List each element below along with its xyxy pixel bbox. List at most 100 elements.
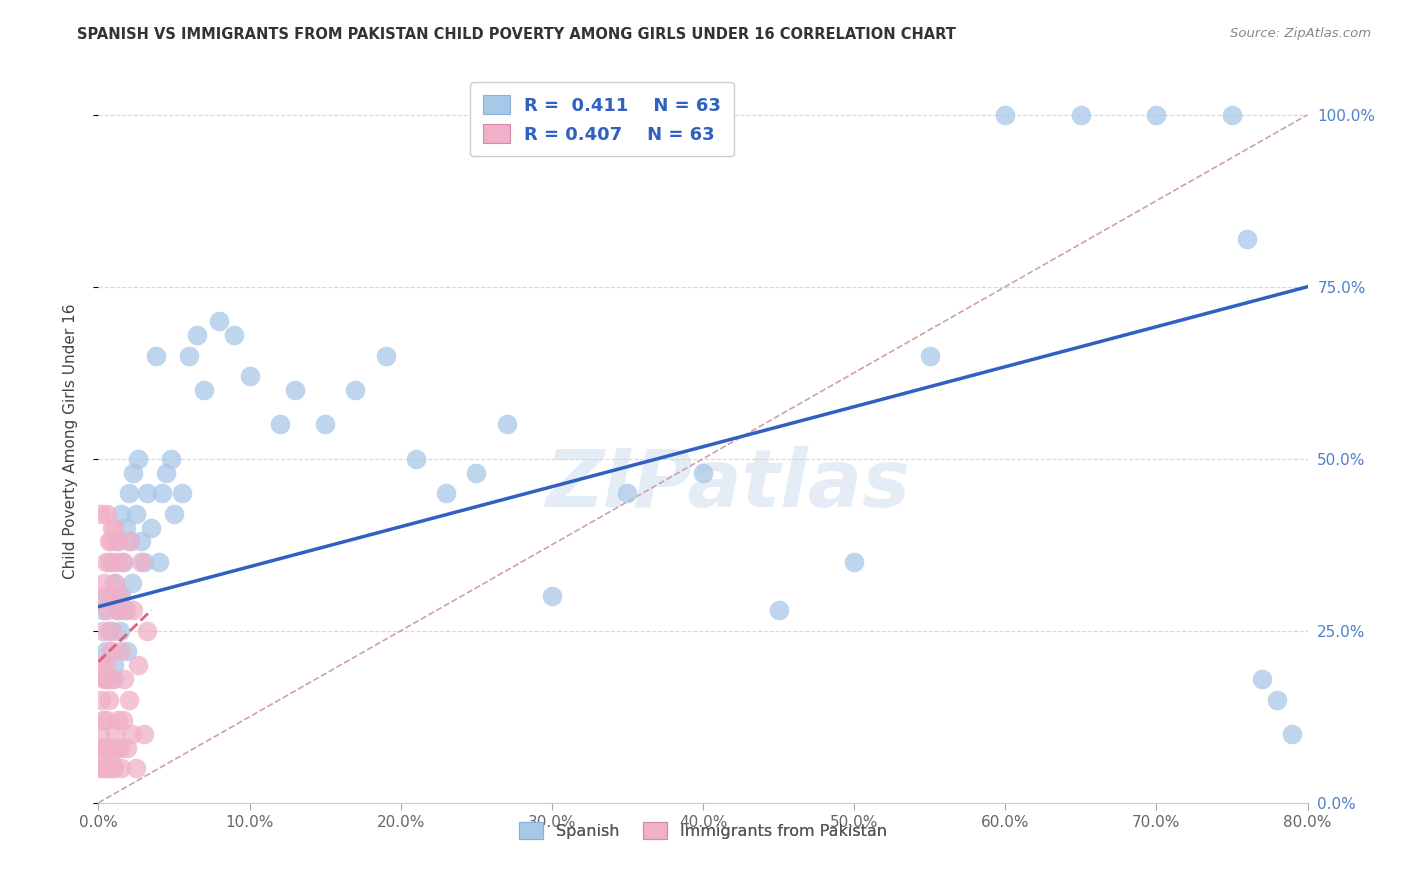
- Point: [118, 486, 141, 500]
- Y-axis label: Child Poverty Among Girls Under 16: Child Poverty Among Girls Under 16: [63, 304, 77, 579]
- Point: [105, 740, 128, 755]
- Point: [284, 383, 307, 397]
- Point: [91, 624, 114, 638]
- Point: [844, 555, 866, 569]
- Point: [1070, 108, 1092, 122]
- Point: [93, 590, 115, 604]
- Point: [125, 507, 148, 521]
- Point: [160, 451, 183, 466]
- Point: [145, 349, 167, 363]
- Point: [93, 672, 115, 686]
- Point: [93, 575, 115, 590]
- Point: [122, 466, 145, 480]
- Point: [132, 727, 155, 741]
- Point: [107, 534, 129, 549]
- Point: [768, 603, 790, 617]
- Point: [994, 108, 1017, 122]
- Point: [101, 624, 124, 638]
- Point: [170, 486, 193, 500]
- Point: [108, 740, 131, 755]
- Point: [89, 727, 111, 741]
- Point: [101, 761, 124, 775]
- Point: [118, 692, 141, 706]
- Point: [100, 644, 122, 658]
- Point: [141, 520, 163, 534]
- Point: [129, 555, 152, 569]
- Point: [125, 761, 148, 775]
- Point: [129, 534, 152, 549]
- Legend: Spanish, Immigrants from Pakistan: Spanish, Immigrants from Pakistan: [513, 816, 893, 846]
- Point: [94, 672, 117, 686]
- Point: [120, 534, 142, 549]
- Point: [101, 555, 124, 569]
- Point: [179, 349, 201, 363]
- Point: [105, 555, 128, 569]
- Point: [96, 603, 118, 617]
- Point: [105, 603, 128, 617]
- Point: [91, 603, 114, 617]
- Point: [114, 520, 136, 534]
- Point: [103, 761, 125, 775]
- Point: [692, 466, 714, 480]
- Point: [98, 761, 121, 775]
- Point: [98, 624, 121, 638]
- Point: [94, 658, 117, 673]
- Point: [91, 713, 114, 727]
- Point: [91, 755, 114, 769]
- Point: [114, 603, 136, 617]
- Point: [374, 349, 396, 363]
- Point: [122, 603, 145, 617]
- Point: [107, 713, 129, 727]
- Point: [1236, 231, 1258, 245]
- Point: [155, 466, 177, 480]
- Point: [103, 658, 125, 673]
- Point: [96, 590, 118, 604]
- Point: [150, 486, 173, 500]
- Point: [616, 486, 638, 500]
- Point: [186, 327, 208, 342]
- Point: [90, 740, 112, 755]
- Point: [127, 451, 149, 466]
- Point: [98, 692, 121, 706]
- Point: [90, 658, 112, 673]
- Point: [96, 740, 118, 755]
- Point: [135, 624, 157, 638]
- Point: [495, 417, 517, 432]
- Point: [94, 761, 117, 775]
- Point: [101, 520, 124, 534]
- Point: [540, 590, 562, 604]
- Point: [148, 555, 170, 569]
- Point: [94, 713, 117, 727]
- Point: [96, 507, 118, 521]
- Point: [193, 383, 215, 397]
- Point: [132, 555, 155, 569]
- Point: [112, 672, 135, 686]
- Point: [110, 761, 132, 775]
- Point: [107, 534, 129, 549]
- Point: [314, 417, 336, 432]
- Point: [91, 761, 114, 775]
- Point: [108, 624, 131, 638]
- Point: [110, 590, 132, 604]
- Point: [1267, 692, 1289, 706]
- Point: [163, 507, 186, 521]
- Point: [1220, 108, 1243, 122]
- Point: [135, 486, 157, 500]
- Point: [98, 555, 121, 569]
- Text: Source: ZipAtlas.com: Source: ZipAtlas.com: [1230, 27, 1371, 40]
- Point: [269, 417, 291, 432]
- Point: [118, 534, 141, 549]
- Text: SPANISH VS IMMIGRANTS FROM PAKISTAN CHILD POVERTY AMONG GIRLS UNDER 16 CORRELATI: SPANISH VS IMMIGRANTS FROM PAKISTAN CHIL…: [77, 27, 956, 42]
- Point: [96, 672, 118, 686]
- Point: [89, 761, 111, 775]
- Point: [104, 727, 127, 741]
- Point: [111, 713, 134, 727]
- Point: [344, 383, 367, 397]
- Point: [94, 644, 117, 658]
- Point: [208, 314, 231, 328]
- Point: [105, 603, 128, 617]
- Point: [918, 349, 941, 363]
- Point: [224, 327, 246, 342]
- Point: [405, 451, 427, 466]
- Point: [90, 692, 112, 706]
